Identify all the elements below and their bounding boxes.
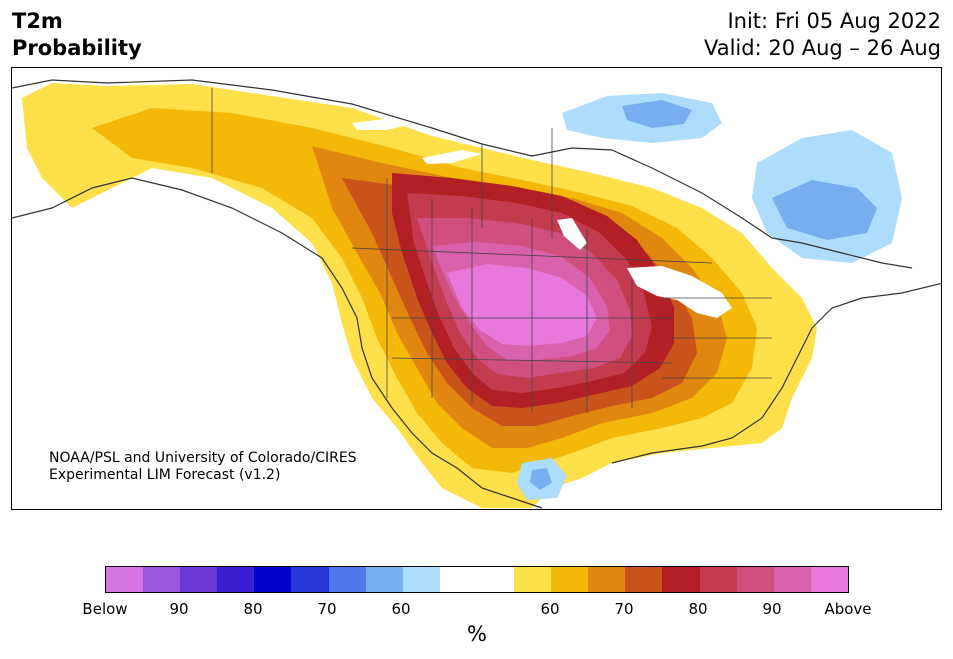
map-title: T2m Probability	[12, 8, 142, 62]
probability-map-svg	[12, 79, 941, 509]
lake-athabasca	[352, 118, 412, 130]
legend-swatch	[180, 567, 218, 592]
legend-swatch	[439, 567, 477, 592]
legend-swatch	[699, 567, 737, 592]
title-line-2: Probability	[12, 36, 142, 60]
legend-swatch	[217, 567, 255, 592]
legend-swatch	[106, 567, 144, 592]
great-lakes	[627, 266, 732, 318]
legend-tick-label: Above	[824, 600, 872, 618]
legend-tick-label: 60	[391, 600, 411, 618]
legend-swatch	[291, 567, 329, 592]
legend-tick-label: 70	[317, 600, 337, 618]
legend-swatch	[143, 567, 181, 592]
legend-swatch	[365, 567, 403, 592]
legend-tick-label: 60	[540, 600, 560, 618]
forecast-dates: Init: Fri 05 Aug 2022 Valid: 20 Aug – 26…	[704, 8, 941, 62]
legend-swatch	[662, 567, 700, 592]
coastlines	[12, 79, 941, 509]
great-slave-lake	[422, 150, 482, 164]
prob-band-70-below-east	[772, 180, 877, 240]
legend-tick-label: 80	[688, 600, 708, 618]
legend-swatch	[328, 567, 366, 592]
legend-unit: %	[467, 622, 487, 646]
legend-swatch	[773, 567, 811, 592]
legend-swatch	[588, 567, 626, 592]
legend-swatch	[476, 567, 515, 592]
legend-tick-label: 70	[614, 600, 634, 618]
prob-band-70-below-south	[530, 468, 552, 490]
init-date: Init: Fri 05 Aug 2022	[727, 9, 941, 33]
legend-tick-label: 80	[243, 600, 263, 618]
legend-swatch	[402, 567, 440, 592]
credit-line-2: Experimental LIM Forecast (v1.2)	[49, 467, 281, 483]
legend-tick-label: 90	[762, 600, 782, 618]
legend-colorbar	[105, 566, 849, 593]
legend-swatch	[625, 567, 663, 592]
title-line-1: T2m	[12, 9, 63, 33]
forecast-credit: NOAA/PSL and University of Colorado/CIRE…	[49, 450, 357, 484]
political-boundaries	[211, 88, 772, 413]
legend-swatch	[551, 567, 589, 592]
legend-swatch	[254, 567, 292, 592]
legend-swatch	[810, 567, 848, 592]
prob-band-above-core	[447, 264, 597, 346]
forecast-map	[11, 67, 942, 510]
legend-tick-label: 90	[169, 600, 189, 618]
credit-line-1: NOAA/PSL and University of Colorado/CIRE…	[49, 450, 357, 466]
legend-tick-label: Below	[82, 600, 128, 618]
lake-winnipeg	[557, 218, 587, 250]
legend-swatch	[736, 567, 774, 592]
legend-swatch	[514, 567, 552, 592]
prob-band-70-below-north	[622, 100, 692, 128]
valid-date: Valid: 20 Aug – 26 Aug	[703, 36, 941, 60]
